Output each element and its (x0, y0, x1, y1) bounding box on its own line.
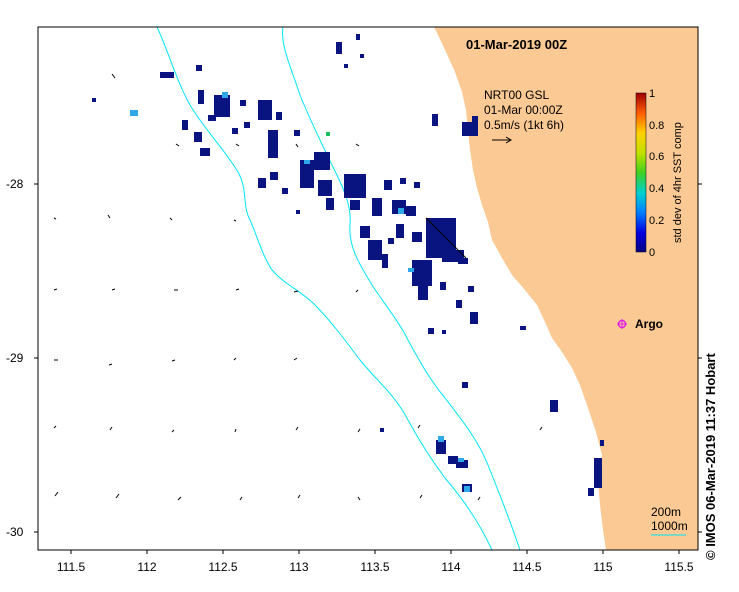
reference-vector-head (505, 136, 512, 144)
argo-float: Argo (617, 317, 663, 331)
sst-pixels-elevated (130, 92, 470, 492)
y-tick-label: -30 (6, 525, 24, 539)
colorbar: 0 0.2 0.4 0.6 0.8 1 std dev of 4hr SST c… (635, 88, 684, 259)
colorbar-gradient (635, 92, 647, 253)
x-tick-label: 113.5 (360, 560, 389, 574)
x-axis-labels: 111.5 112 112.5 113 113.5 114 114.5 115 … (57, 560, 694, 574)
x-tick-label: 115 (593, 560, 612, 574)
current-vectors (53, 73, 543, 501)
x-tick-label: 111.5 (57, 560, 86, 574)
x-tick-label: 114 (441, 560, 460, 574)
colorbar-tick-label: 1 (649, 88, 655, 100)
isobath-200m (282, 27, 521, 550)
map-title: 01-Mar-2019 00Z (466, 37, 567, 52)
y-tick-label: -28 (6, 177, 24, 191)
product-line-2: 01-Mar 00:00Z (484, 103, 563, 117)
x-tick-label: 113 (289, 560, 308, 574)
land-mass (434, 27, 698, 550)
y-tick-label: -29 (6, 351, 24, 365)
product-line-1: NRT00 GSL (484, 88, 549, 102)
x-tick-label: 112 (137, 560, 156, 574)
plot-frame (37, 26, 699, 551)
colorbar-tick-label: 0.2 (649, 215, 664, 227)
argo-label: Argo (635, 317, 663, 331)
colorbar-tick-label: 0 (649, 247, 655, 259)
isobath-200m-label: 200m (651, 505, 681, 519)
vector-legend: NRT00 GSL 01-Mar 00:00Z 0.5m/s (1kt 6h) (484, 88, 564, 144)
colorbar-tick-label: 0.8 (649, 120, 664, 132)
y-axis-labels: -28 -29 -30 (6, 177, 24, 539)
x-tick-label: 115.5 (664, 560, 693, 574)
isobath-1000m (156, 27, 493, 550)
x-tick-label: 112.5 (208, 560, 237, 574)
sst-pixels (92, 34, 604, 496)
isobath-1000m-label: 1000m (651, 519, 688, 533)
credit-line: © IMOS 06-Mar-2019 11:37 Hobart (703, 353, 718, 560)
x-tick-label: 114.5 (512, 560, 541, 574)
colorbar-tick-label: 0.6 (649, 151, 664, 163)
colorbar-tick-label: 0.4 (649, 183, 664, 195)
isobath-legend: 200m 1000m (651, 505, 688, 536)
axis-ticks (34, 183, 702, 554)
colorbar-title: std dev of 4hr SST comp (672, 122, 684, 243)
product-line-3: 0.5m/s (1kt 6h) (484, 118, 564, 132)
